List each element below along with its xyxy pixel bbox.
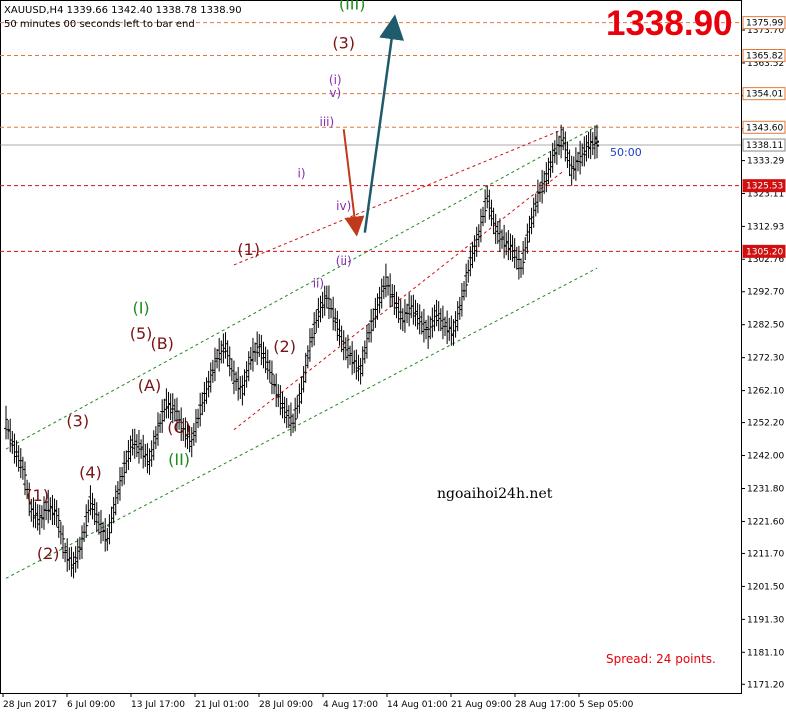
- y-tick-label: 1262.10: [747, 387, 784, 397]
- arrow-down: [342, 129, 365, 237]
- price-level-tag-0: [742, 16, 786, 30]
- x-tick-label: 6 Jul 09:00: [67, 700, 116, 710]
- y-tick-label: 1323.11: [747, 189, 784, 199]
- wave-label-12: i): [297, 167, 305, 181]
- wave-label-20: (ii): [336, 254, 352, 268]
- x-tick-label: 5 Sep 05:00: [579, 700, 634, 710]
- channel-line-0: [5, 125, 598, 450]
- y-tick-label: 1333.29: [747, 157, 784, 167]
- wave-label-10: (1): [237, 240, 260, 259]
- wave-label-13: ii): [313, 277, 324, 291]
- x-tick-label: 28 Jul 09:00: [259, 700, 313, 710]
- price-level-tag-5: [742, 179, 786, 193]
- wave-label-8: (C): [167, 418, 191, 437]
- y-tick-label: 1363.52: [747, 59, 784, 69]
- y-tick-label: 1231.80: [747, 484, 784, 494]
- price-level-tag-label: 1354.01: [746, 90, 783, 100]
- price-level-tag-label: 1338.11: [746, 141, 783, 151]
- y-tick-label: 1373.70: [747, 26, 784, 36]
- y-tick-label: 1302.76: [747, 255, 784, 265]
- price-level-tag-1: [742, 49, 786, 63]
- x-tick-label: 13 Jul 17:00: [131, 700, 185, 710]
- wave-label-11: (2): [273, 337, 296, 356]
- y-tick-label: 1272.30: [747, 354, 784, 364]
- wave-label-15: iv): [336, 199, 351, 213]
- price-bars: [4, 124, 599, 579]
- x-tick-label: 14 Aug 01:00: [387, 700, 448, 710]
- price-level-tag-4: [742, 138, 786, 152]
- channel-line-3: [233, 170, 564, 431]
- price-level-tag-2: [742, 87, 786, 101]
- arrow-up: [363, 14, 405, 233]
- price-level-tag-label: 1365.82: [746, 52, 783, 62]
- x-tick-label: 28 Aug 17:00: [515, 700, 576, 710]
- y-tick-label: 1181.10: [747, 648, 784, 658]
- y-tick-label: 1191.30: [747, 615, 784, 625]
- channel-line-1: [5, 267, 598, 579]
- plot-frame: [0, 0, 742, 694]
- y-tick-label: 1221.60: [747, 517, 784, 527]
- bar-timer-text: 50 minutes 00 seconds left to bar end: [4, 19, 195, 30]
- wave-label-1: (2): [37, 544, 60, 563]
- y-tick-label: 1312.93: [747, 222, 784, 232]
- price-level-tag-label: 1305.20: [746, 247, 783, 257]
- wave-label-18: (3): [332, 33, 355, 52]
- wave-label-6: (A): [138, 376, 161, 395]
- wave-label-9: (II): [168, 450, 190, 469]
- x-tick-label: 4 Aug 17:00: [323, 700, 378, 710]
- channel-line-2: [233, 128, 564, 266]
- y-tick-label: 1242.00: [747, 452, 784, 462]
- wave-label-4: (5): [130, 324, 153, 343]
- y-tick-label: 1282.50: [747, 321, 784, 331]
- current-price-big: 1338.90: [606, 4, 733, 43]
- y-tick-label: 1252.20: [747, 419, 784, 429]
- bar-countdown-label: 50:00: [610, 146, 642, 159]
- price-level-tag-6: [742, 244, 786, 258]
- wave-label-5: (I): [132, 298, 149, 317]
- y-tick-label: 1211.70: [747, 549, 784, 559]
- price-level-tag-label: 1325.53: [746, 182, 783, 192]
- x-tick-label: 21 Aug 09:00: [451, 700, 512, 710]
- price-level-tag-label: 1343.60: [746, 123, 783, 133]
- y-tick-label: 1201.50: [747, 582, 784, 592]
- wave-label-0: (1): [26, 486, 49, 505]
- wave-label-2: (3): [66, 411, 89, 430]
- price-level-tag-label: 1375.99: [746, 19, 783, 29]
- spread-label: Spread: 24 points.: [606, 652, 716, 666]
- symbol-ohlc-header: XAUUSD,H4 1339.66 1342.40 1338.78 1338.9…: [4, 5, 242, 16]
- price-level-tag-3: [742, 120, 786, 134]
- x-tick-label: 28 Jun 2017: [3, 700, 57, 710]
- y-tick-label: 1171.20: [747, 680, 784, 690]
- wave-label-3: (4): [79, 463, 102, 482]
- wave-label-19: (III): [339, 0, 366, 14]
- wave-label-17: (i): [329, 73, 342, 87]
- watermark: ngoaihoi24h.net: [437, 486, 553, 502]
- y-tick-label: 1292.70: [747, 288, 784, 298]
- wave-label-14: iii): [319, 115, 334, 129]
- wave-label-16: v): [329, 86, 341, 100]
- wave-label-7: (B): [150, 334, 173, 353]
- x-tick-label: 21 Jul 01:00: [195, 700, 249, 710]
